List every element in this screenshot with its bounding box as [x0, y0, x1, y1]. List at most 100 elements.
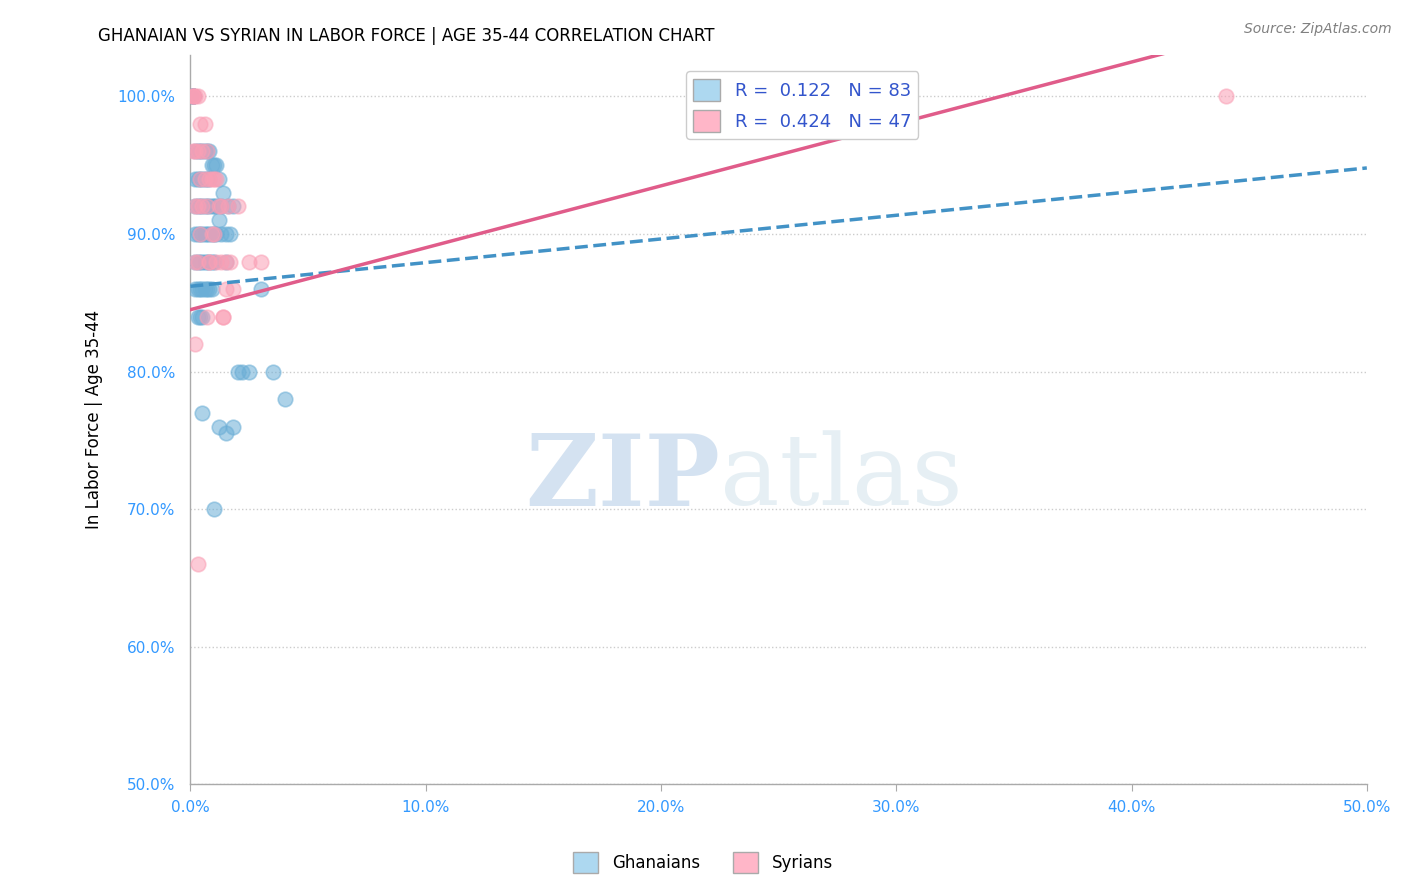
Text: atlas: atlas [720, 430, 963, 526]
Point [186, 145, 208, 159]
Point [209, 199, 232, 213]
Point [198, 254, 221, 268]
Point [205, 158, 228, 172]
Point [186, 310, 208, 324]
Point [188, 199, 211, 213]
Point [191, 310, 214, 324]
Point [186, 557, 208, 571]
Point [186, 254, 208, 268]
Point [194, 172, 217, 186]
Point [201, 199, 224, 213]
Point [184, 199, 207, 213]
Point [184, 282, 207, 296]
Point [201, 227, 224, 241]
Point [186, 199, 208, 213]
Point [217, 199, 239, 213]
Point [181, 89, 204, 103]
Point [222, 282, 245, 296]
Point [198, 172, 221, 186]
Point [191, 145, 214, 159]
Point [215, 254, 238, 268]
Point [205, 227, 228, 241]
Point [181, 89, 204, 103]
Point [184, 254, 207, 268]
Point [195, 254, 218, 268]
Point [202, 227, 225, 241]
Point [191, 227, 214, 241]
Point [195, 310, 218, 324]
Point [215, 227, 238, 241]
Point [195, 145, 218, 159]
Point [181, 89, 204, 103]
Point [202, 158, 225, 172]
Point [186, 282, 208, 296]
Point [217, 199, 239, 213]
Text: Source: ZipAtlas.com: Source: ZipAtlas.com [1244, 22, 1392, 37]
Point [184, 337, 207, 351]
Point [250, 254, 273, 268]
Point [195, 172, 218, 186]
Point [215, 282, 238, 296]
Point [201, 282, 224, 296]
Point [181, 89, 204, 103]
Point [181, 89, 204, 103]
Point [186, 199, 208, 213]
Point [184, 227, 207, 241]
Point [231, 365, 253, 379]
Point [201, 172, 224, 186]
Point [198, 172, 221, 186]
Point [184, 254, 207, 268]
Point [202, 502, 225, 516]
Point [222, 419, 245, 434]
Point [188, 117, 211, 131]
Point [198, 199, 221, 213]
Point [238, 365, 260, 379]
Point [181, 89, 204, 103]
Point [186, 227, 208, 241]
Point [219, 227, 242, 241]
Point [208, 419, 231, 434]
Point [191, 145, 214, 159]
Point [198, 145, 221, 159]
Point [202, 199, 225, 213]
Point [188, 145, 211, 159]
Point [202, 227, 225, 241]
Legend: Ghanaians, Syrians: Ghanaians, Syrians [567, 846, 839, 880]
Point [205, 172, 228, 186]
Point [226, 199, 249, 213]
Point [205, 199, 228, 213]
Point [212, 186, 235, 200]
Point [184, 89, 207, 103]
Point [181, 89, 204, 103]
Point [212, 310, 235, 324]
Point [186, 89, 208, 103]
Point [195, 199, 218, 213]
Point [226, 365, 249, 379]
Text: ZIP: ZIP [524, 430, 720, 526]
Point [250, 282, 273, 296]
Point [191, 282, 214, 296]
Point [195, 145, 218, 159]
Point [262, 365, 284, 379]
Point [194, 199, 217, 213]
Point [191, 172, 214, 186]
Point [194, 145, 217, 159]
Point [238, 254, 260, 268]
Point [188, 310, 211, 324]
Point [191, 199, 214, 213]
Point [195, 199, 218, 213]
Point [1215, 89, 1237, 103]
Point [186, 172, 208, 186]
Point [273, 392, 295, 406]
Point [184, 145, 207, 159]
Text: GHANAIAN VS SYRIAN IN LABOR FORCE | AGE 35-44 CORRELATION CHART: GHANAIAN VS SYRIAN IN LABOR FORCE | AGE … [98, 27, 714, 45]
Point [194, 117, 217, 131]
Point [222, 199, 245, 213]
Point [195, 282, 218, 296]
Point [201, 158, 224, 172]
Point [191, 254, 214, 268]
Point [191, 199, 214, 213]
Point [212, 310, 235, 324]
Legend: R =  0.122   N = 83, R =  0.424   N = 47: R = 0.122 N = 83, R = 0.424 N = 47 [686, 71, 918, 139]
Point [202, 254, 225, 268]
